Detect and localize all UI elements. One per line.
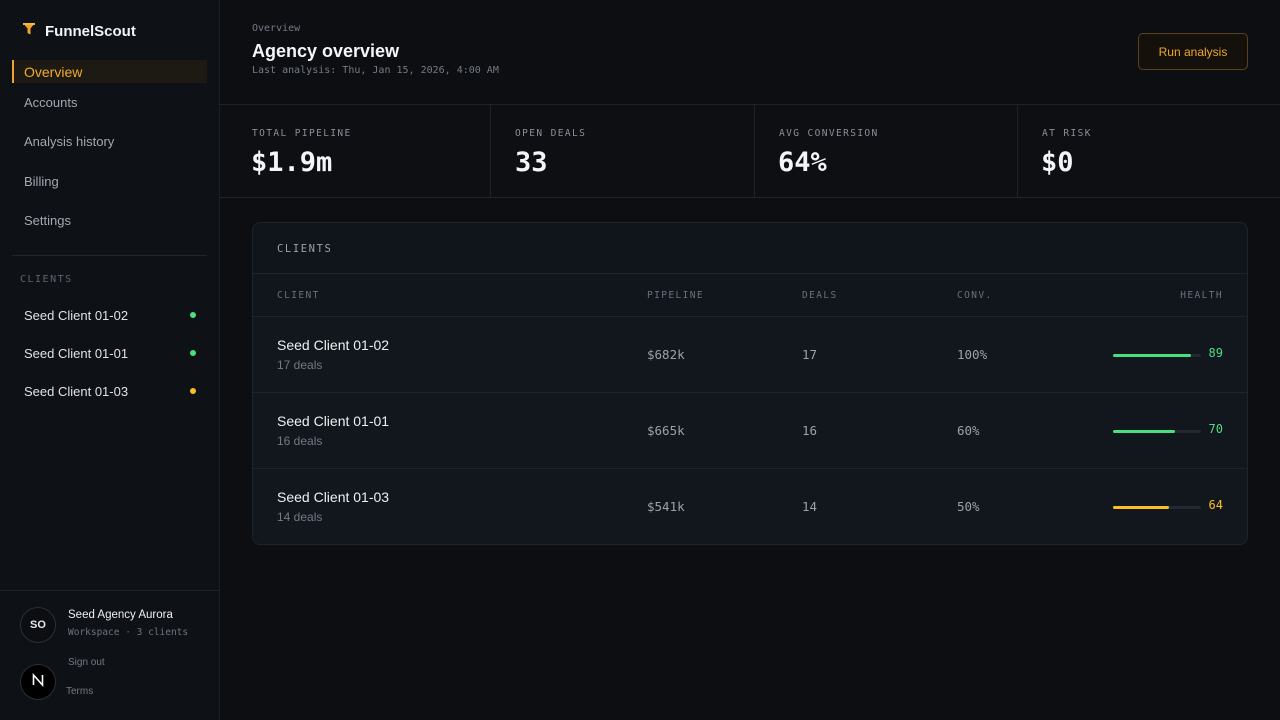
conversion-value: 50% [957, 499, 980, 514]
agency-subtitle: Workspace · 3 clients [68, 627, 189, 638]
stat-total-pipeline: TOTAL PIPELINE $1.9m [220, 105, 491, 197]
stat-value: $1.9m [251, 147, 333, 178]
stat-label: TOTAL PIPELINE [252, 128, 352, 139]
stat-value: 64% [778, 147, 827, 178]
client-deals-count: 16 deals [277, 434, 323, 448]
deals-value: 16 [802, 423, 818, 438]
table-row[interactable]: Seed Client 01-02 17 deals $682k 17 100%… [253, 317, 1247, 393]
health-bar-fill [1113, 430, 1175, 433]
sidebar-client-list: Seed Client 01-02 Seed Client 01-01 Seed… [24, 305, 196, 419]
column-header-conv[interactable]: CONV. [957, 290, 993, 301]
health-score: 89 [1208, 346, 1223, 360]
brand-name: FunnelScout [45, 23, 136, 40]
sidebar: FunnelScout Overview Accounts Analysis h… [0, 0, 220, 720]
stat-at-risk: AT RISK $0 [1018, 105, 1280, 197]
deals-value: 14 [802, 499, 818, 514]
column-header-pipeline[interactable]: PIPELINE [647, 290, 704, 301]
page-title: Agency overview [252, 41, 400, 61]
stat-label: AT RISK [1042, 128, 1092, 139]
sidebar-clients-heading: CLIENTS [20, 274, 73, 285]
client-deals-count: 17 deals [277, 358, 323, 372]
health-bar-fill [1113, 354, 1192, 357]
agency-name: Seed Agency Aurora [68, 609, 173, 621]
n-logo-icon [31, 672, 45, 692]
sidebar-divider [12, 255, 207, 256]
health-bar [1113, 506, 1201, 509]
terms-link[interactable]: Terms [66, 686, 94, 697]
table-row[interactable]: Seed Client 01-01 16 deals $665k 16 60% … [253, 393, 1247, 469]
stat-avg-conversion: AVG CONVERSION 64% [755, 105, 1018, 197]
sidebar-footer-divider [0, 590, 220, 591]
column-header-health[interactable]: HEALTH [1180, 290, 1223, 301]
sidebar-client-item[interactable]: Seed Client 01-03 [24, 381, 196, 401]
deals-value: 17 [802, 347, 818, 362]
framework-badge[interactable] [20, 664, 56, 700]
nav-item-accounts[interactable]: Accounts [24, 95, 78, 110]
breadcrumb[interactable]: Overview [252, 23, 301, 34]
health-bar-fill [1113, 506, 1170, 509]
stat-open-deals: OPEN DEALS 33 [491, 105, 755, 197]
sidebar-client-item[interactable]: Seed Client 01-02 [24, 305, 196, 325]
nav-item-billing[interactable]: Billing [24, 173, 59, 189]
status-dot-good [190, 350, 196, 356]
sidebar-client-item[interactable]: Seed Client 01-01 [24, 343, 196, 363]
stats-bar: TOTAL PIPELINE $1.9m OPEN DEALS 33 AVG C… [220, 104, 1280, 198]
pipeline-value: $682k [647, 347, 685, 362]
nav-item-analysis-history[interactable]: Analysis history [24, 134, 115, 150]
clients-table-title: CLIENTS [277, 243, 333, 255]
funnel-icon [22, 22, 36, 41]
conversion-value: 60% [957, 423, 980, 438]
brand[interactable]: FunnelScout [22, 22, 136, 41]
table-header-row: CLIENT PIPELINE DEALS CONV. HEALTH [253, 273, 1247, 317]
run-analysis-button[interactable]: Run analysis [1138, 33, 1248, 70]
nav-item-settings[interactable]: Settings [24, 212, 71, 228]
stat-label: OPEN DEALS [515, 128, 587, 139]
sign-out-link[interactable]: Sign out [68, 657, 105, 668]
pipeline-value: $541k [647, 499, 685, 514]
column-header-deals[interactable]: DEALS [802, 290, 838, 301]
status-dot-warn [190, 388, 196, 394]
conversion-value: 100% [957, 347, 988, 362]
status-dot-good [190, 312, 196, 318]
main-nav: Overview Accounts Analysis history Billi… [12, 60, 207, 248]
table-row[interactable]: Seed Client 01-03 14 deals $541k 14 50% … [253, 469, 1247, 544]
sidebar-client-label: Seed Client 01-01 [24, 345, 129, 361]
nav-item-overview[interactable]: Overview [12, 60, 207, 83]
client-name: Seed Client 01-03 [277, 489, 390, 505]
stat-value: 33 [515, 147, 548, 178]
health-bar [1113, 430, 1201, 433]
avatar[interactable]: SO [20, 607, 56, 643]
health-bar [1113, 354, 1201, 357]
sidebar-client-label: Seed Client 01-03 [24, 383, 129, 399]
sidebar-client-label: Seed Client 01-02 [24, 307, 129, 323]
stat-label: AVG CONVERSION [779, 128, 879, 139]
stat-value: $0 [1041, 147, 1074, 178]
last-analysis-timestamp: Last analysis: Thu, Jan 15, 2026, 4:00 A… [252, 65, 499, 76]
health-score: 70 [1208, 422, 1223, 436]
client-deals-count: 14 deals [277, 510, 323, 524]
client-name: Seed Client 01-02 [277, 337, 390, 353]
client-name: Seed Client 01-01 [277, 413, 390, 429]
clients-table-card: CLIENTS CLIENT PIPELINE DEALS CONV. HEAL… [252, 222, 1248, 545]
main-content: Overview Agency overview Last analysis: … [220, 0, 1280, 720]
pipeline-value: $665k [647, 423, 685, 438]
health-score: 64 [1208, 498, 1223, 512]
column-header-client[interactable]: CLIENT [277, 290, 320, 301]
